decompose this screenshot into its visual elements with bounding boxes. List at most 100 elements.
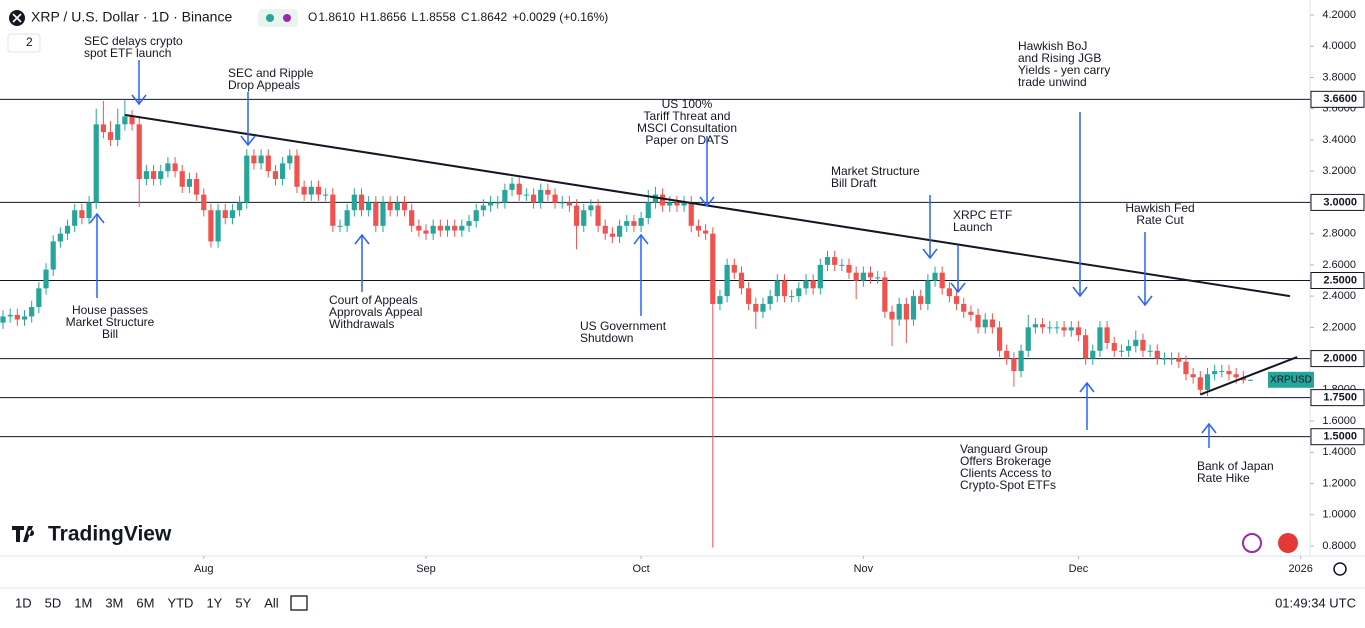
candle-body: [724, 264, 730, 297]
annotation-text: Rate Cut: [1136, 213, 1184, 227]
candle-body: [1233, 374, 1239, 378]
ohlc-value: 1.8642: [470, 10, 507, 24]
candle-body: [581, 210, 587, 226]
candle-body: [280, 163, 286, 179]
annotation-text: Paper on DATS: [645, 133, 728, 147]
x-tick-label: Nov: [854, 563, 874, 575]
ohlc-value: H: [360, 10, 369, 24]
timeframe-button[interactable]: 5D: [45, 595, 62, 610]
timeframe-button[interactable]: YTD: [167, 595, 193, 610]
candle-body: [57, 233, 63, 242]
annotation-text: Bill: [102, 327, 118, 341]
candle-body: [609, 233, 616, 237]
candle-body: [444, 225, 451, 231]
y-tick-label: 1.0000: [1322, 509, 1356, 521]
candle-body: [186, 178, 193, 187]
annotation-text: and Rising JGB: [1018, 51, 1101, 65]
candle-body: [1111, 342, 1117, 351]
annotation-text: Market Structure: [66, 315, 155, 329]
level-label: 1.7500: [1323, 392, 1357, 404]
annotation-arrowhead: [633, 233, 649, 245]
candle-body: [946, 288, 952, 297]
candle-body: [760, 303, 766, 312]
level-label: 3.6600: [1323, 93, 1357, 105]
candle-body: [7, 314, 13, 317]
timeframe-button[interactable]: 1D: [15, 595, 32, 610]
candle-body: [1126, 346, 1132, 351]
timeframe-button[interactable]: 5Y: [235, 595, 251, 610]
candle-body: [394, 202, 400, 211]
indicator-count[interactable]: 2: [26, 35, 33, 49]
chart-title: XRP / U.S. Dollar · 1D · Binance: [31, 9, 232, 25]
timeframe-button[interactable]: 1M: [74, 595, 92, 610]
annotation-text: Launch: [953, 220, 992, 234]
annotation-text: Approvals Appeal: [329, 305, 422, 319]
candle-body: [165, 163, 171, 172]
y-tick-label: 0.8000: [1322, 540, 1356, 552]
timeframe-button[interactable]: 1Y: [206, 595, 222, 610]
y-tick-label: 3.8000: [1322, 71, 1356, 83]
candle-body: [86, 202, 92, 219]
candle-body: [710, 233, 716, 304]
candle-body: [774, 280, 780, 297]
alert-icon[interactable]: [1242, 533, 1262, 553]
candle-body: [430, 225, 436, 234]
annotation-arrowhead: [89, 212, 105, 224]
settings-icon[interactable]: [1333, 562, 1347, 576]
candle-body: [1183, 361, 1189, 375]
candle-body: [1075, 327, 1082, 336]
candle-body: [638, 218, 644, 226]
timeframe-button[interactable]: 6M: [136, 595, 154, 610]
flag-icon[interactable]: [1278, 533, 1298, 553]
status-dot: [266, 14, 274, 22]
candle-body: [645, 202, 651, 219]
candle-body: [215, 210, 221, 242]
annotation-text: Court of Appeals: [329, 293, 418, 307]
symbol-price-tag-label: XRPUSD: [1270, 374, 1312, 385]
annotation-text: Clients Access to: [960, 466, 1052, 480]
y-tick-label: 2.4000: [1322, 290, 1356, 302]
candle-body: [1204, 374, 1211, 390]
y-tick-label: 1.6000: [1322, 415, 1356, 427]
annotation-text: US Government: [580, 319, 667, 333]
timeframe-button[interactable]: All: [264, 595, 279, 610]
candle-body: [659, 194, 666, 206]
candle-body: [43, 269, 49, 289]
candle-body: [337, 225, 343, 227]
candle-body: [939, 272, 945, 289]
candle-body: [29, 307, 35, 317]
candle-body: [953, 296, 960, 304]
candle-body: [746, 288, 752, 304]
candle-body: [523, 194, 529, 196]
candle-body: [738, 272, 745, 289]
candle-body: [1068, 327, 1074, 331]
logo-icon: [12, 526, 35, 542]
candle-body: [495, 202, 501, 204]
candle-body: [530, 194, 537, 203]
candle-body: [480, 205, 486, 211]
candle-body: [287, 155, 293, 164]
level-label: 2.0000: [1323, 352, 1357, 364]
annotation-arrowhead: [1137, 295, 1153, 307]
ohlc-value: O: [308, 10, 317, 24]
candle-body: [817, 264, 823, 289]
candle-body: [1054, 327, 1060, 329]
candle-body: [208, 210, 214, 242]
annotation-text: SEC and Ripple: [228, 66, 314, 80]
candle-body: [595, 205, 601, 226]
candle-body: [136, 124, 142, 179]
candle-body: [552, 194, 558, 203]
candle-body: [358, 194, 365, 211]
candle-body: [1047, 327, 1053, 329]
candle-body: [824, 257, 831, 265]
candle-body: [559, 202, 565, 204]
indicator-toggle[interactable]: [7, 33, 41, 53]
candle-body: [351, 194, 357, 211]
timeframe-button[interactable]: 3M: [105, 595, 123, 610]
date-range-icon[interactable]: [290, 595, 308, 611]
candle-body: [688, 202, 694, 226]
candle-body: [251, 155, 257, 164]
candle-body: [910, 296, 917, 320]
annotation-text: trade unwind: [1018, 75, 1087, 89]
